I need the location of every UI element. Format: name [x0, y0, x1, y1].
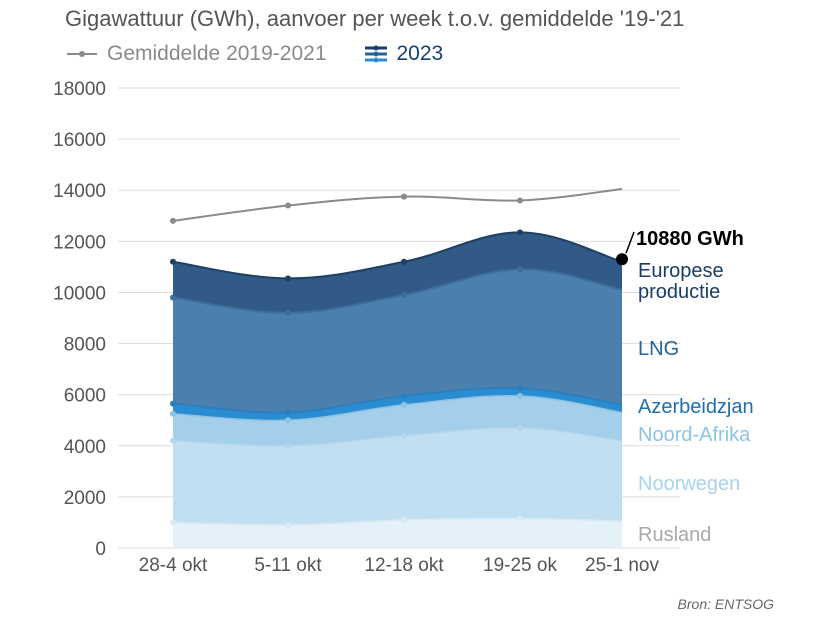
average-line-layer [170, 187, 623, 224]
annotation-label: 10880 GWh [636, 228, 744, 250]
area-europese-productie[interactable] [173, 232, 622, 313]
average-point[interactable] [517, 197, 523, 204]
data-point[interactable] [170, 258, 176, 265]
data-point[interactable] [517, 229, 523, 236]
x-tick-label: 12-18 okt [364, 555, 444, 576]
data-point[interactable] [285, 417, 291, 424]
x-tick-label: 5-11 okt [254, 555, 322, 576]
axis-labels: 0 2000 4000 6000 8000 10000 12000 14000 16000 180… [53, 79, 659, 576]
legend-item-average[interactable]: Gemiddelde 2019-2021 [65, 42, 327, 66]
y-tick-label: 2000 [64, 488, 106, 509]
data-point[interactable] [285, 275, 291, 282]
average-point[interactable] [170, 217, 176, 224]
y-tick-label: 0 [95, 539, 106, 560]
average-point[interactable] [401, 193, 407, 200]
legend-label-2023: 2023 [396, 42, 444, 65]
y-tick-label: 10000 [53, 283, 106, 304]
line-marker-icon [67, 51, 97, 57]
series-label-lng: LNG [638, 338, 679, 360]
data-point[interactable] [401, 401, 407, 408]
data-point[interactable] [401, 292, 407, 298]
data-point[interactable] [401, 258, 407, 265]
y-tick-label: 12000 [53, 232, 106, 253]
x-tick-label: 19-25 ok [483, 555, 557, 576]
data-point[interactable] [170, 410, 176, 417]
average-line[interactable] [172, 187, 623, 222]
legend-label-average: Gemiddelde 2019-2021 [107, 42, 327, 65]
data-point[interactable] [517, 266, 523, 273]
series-label-europese-productie: Europese [638, 260, 724, 282]
data-point[interactable] [401, 432, 407, 439]
series-label-rusland: Rusland [638, 524, 711, 546]
annotation-leader [625, 231, 635, 254]
data-point[interactable] [401, 392, 407, 399]
x-tick-label: 28-4 okt [139, 555, 208, 576]
area-azerbeidzjan[interactable] [173, 387, 622, 421]
y-tick-label: 18000 [53, 79, 106, 100]
stacked-areas [170, 229, 623, 548]
data-point[interactable] [285, 442, 291, 449]
data-point[interactable] [517, 424, 523, 431]
area-noorwegen[interactable] [173, 427, 622, 526]
series-label-europese-productie: productie [638, 281, 720, 303]
area-lng[interactable] [173, 269, 622, 413]
annotation-layer: 10880 GWh [616, 228, 744, 266]
y-tick-label: 4000 [64, 437, 106, 458]
data-point[interactable] [285, 409, 291, 416]
series-label-noord-afrika: Noord-Afrika [638, 424, 751, 446]
y-tick-label: 14000 [53, 181, 106, 202]
average-point[interactable] [285, 202, 291, 209]
legend-item-2023[interactable]: 2023 [363, 42, 444, 66]
data-point[interactable] [517, 515, 523, 522]
series-labels: Rusland Noorwegen Noord-Afrika Azerbeidzjan… [638, 260, 754, 546]
data-point[interactable] [170, 400, 176, 407]
data-point[interactable] [285, 522, 291, 528]
data-point[interactable] [170, 519, 176, 526]
chart-title: Gigawattuur (GWh), aanvoer per week t.o.… [65, 6, 685, 31]
y-tick-label: 6000 [64, 386, 106, 407]
data-point[interactable] [401, 516, 407, 523]
y-tick-label: 8000 [64, 335, 106, 356]
legend: Gemiddelde 2019-2021 2023 [65, 42, 479, 66]
x-tick-label: 25-1 nov [585, 555, 659, 576]
series-label-azerbeidzjan: Azerbeidzjan [638, 396, 754, 418]
annotation-dot[interactable] [616, 253, 628, 266]
data-point[interactable] [517, 385, 523, 392]
stacked-lines-icon [364, 45, 387, 63]
series-label-noorwegen: Noorwegen [638, 473, 740, 495]
source-note: Bron: ENTSOG [677, 596, 774, 612]
data-point[interactable] [170, 437, 176, 444]
data-point[interactable] [517, 392, 523, 399]
area-noord-afrika[interactable] [173, 395, 622, 446]
y-tick-label: 16000 [53, 130, 106, 151]
data-point[interactable] [170, 294, 176, 301]
data-point[interactable] [285, 309, 291, 316]
